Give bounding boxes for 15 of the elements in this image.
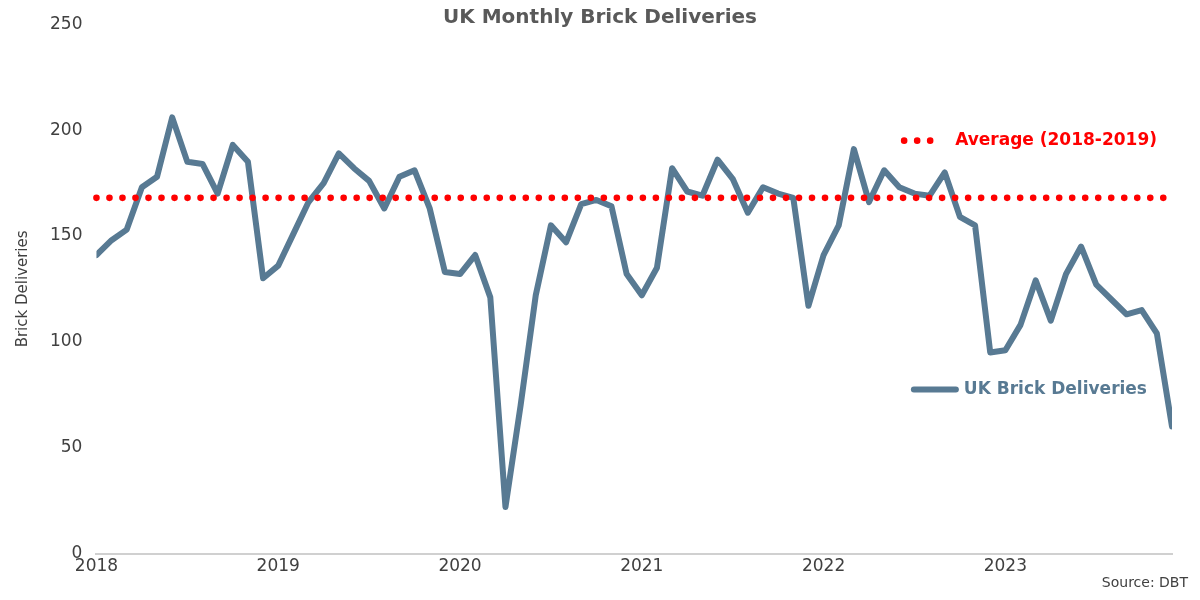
legend-label: UK Brick Deliveries bbox=[963, 377, 1147, 398]
y-tick-label: 100 bbox=[49, 330, 83, 351]
x-tick-label: 2019 bbox=[256, 555, 300, 576]
y-tick-label: 200 bbox=[49, 118, 83, 139]
chart-title: UK Monthly Brick Deliveries bbox=[443, 4, 757, 28]
y-tick-label: 150 bbox=[49, 224, 83, 245]
x-tick-label: 2023 bbox=[983, 555, 1027, 576]
legend-label: Average (2018-2019) bbox=[955, 129, 1157, 150]
y-axis-title: Brick Deliveries bbox=[12, 230, 31, 348]
x-tick-label: 2020 bbox=[438, 555, 482, 576]
y-tick-label: 50 bbox=[60, 436, 83, 457]
source-note: Source: DBT bbox=[1101, 574, 1188, 590]
x-tick-label: 2022 bbox=[801, 555, 846, 576]
y-tick-label: 250 bbox=[49, 12, 83, 33]
x-tick-label: 2021 bbox=[620, 555, 664, 576]
